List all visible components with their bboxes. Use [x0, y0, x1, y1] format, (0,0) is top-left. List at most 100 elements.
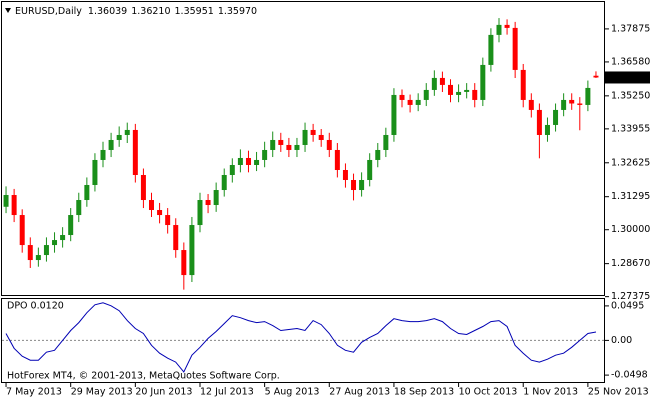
candle-body	[439, 77, 445, 85]
candle-body	[254, 159, 260, 165]
candle-body	[132, 129, 138, 175]
x-tick-label: 12 Jul 2013	[200, 387, 254, 398]
candle-body	[528, 99, 534, 110]
y-tick-label: 1.33955	[611, 123, 650, 134]
candle-body	[165, 215, 171, 226]
indicator-title: DPO 0.0120	[7, 301, 64, 312]
x-tick-label: 7 May 2013	[6, 387, 62, 398]
candle-body	[585, 87, 591, 105]
candle-body	[237, 157, 243, 165]
candle-body	[60, 235, 66, 241]
candle-body	[383, 134, 389, 150]
candle-body	[318, 134, 324, 140]
candle-body	[472, 89, 478, 100]
candle-body	[140, 174, 146, 201]
candle-body	[520, 69, 526, 100]
candle-body	[512, 27, 518, 70]
candle-body	[108, 139, 114, 150]
candle-body	[553, 109, 559, 125]
candle-body	[577, 103, 583, 105]
y-tick-label: 1.31295	[611, 191, 650, 202]
candle-body	[213, 190, 219, 206]
dpo-line	[5, 302, 597, 373]
candle-body	[92, 159, 98, 185]
indicator-panel	[1, 298, 605, 383]
candle-body	[342, 169, 348, 180]
y-tick-label: 1.35250	[611, 90, 650, 101]
last-price-label: 1.35970	[609, 72, 648, 83]
candle-body	[448, 84, 453, 95]
candle-body	[76, 200, 82, 216]
candle-body	[173, 225, 179, 251]
candle-body	[116, 134, 122, 140]
collapse-icon	[5, 8, 11, 13]
candle-body	[326, 139, 332, 150]
candle-body	[423, 89, 429, 100]
x-tick-label: 5 Aug 2013	[265, 387, 320, 398]
candle-body	[359, 179, 365, 191]
y-tick-label: 1.32625	[611, 157, 650, 168]
candle-body	[149, 200, 154, 211]
y-tick-label: 0.0495	[611, 300, 644, 311]
candle-body	[480, 64, 486, 100]
candle-body	[245, 157, 251, 165]
last-price-box	[605, 71, 650, 84]
y-tick-label: 1.36580	[611, 56, 650, 67]
candle-body	[488, 34, 494, 65]
x-tick-label: 25 Nov 2013	[588, 387, 649, 398]
candle-body	[3, 195, 9, 207]
y-tick-label: 1.28670	[611, 258, 650, 269]
candle-body	[504, 24, 510, 28]
candle-body	[334, 149, 340, 170]
candle-body	[431, 77, 437, 90]
x-tick-label: 18 Sep 2013	[394, 387, 454, 398]
candle-body	[100, 149, 106, 160]
candle-body	[84, 184, 90, 201]
candle-body	[544, 124, 550, 135]
high-label: 1.36210	[131, 6, 170, 17]
y-tick-label: 0.00	[611, 335, 632, 346]
footer: HotForex MT4, © 2001-2013, MetaQuotes So…	[7, 371, 280, 382]
candle-body	[262, 149, 268, 160]
candle-body	[561, 99, 567, 110]
y-tick-label: 1.27375	[611, 291, 650, 302]
candle-body	[11, 195, 17, 216]
symbol: EURUSD,Daily	[15, 6, 82, 17]
candle-body	[351, 179, 357, 191]
low-label: 1.35951	[175, 6, 214, 17]
candle-body	[310, 129, 316, 135]
candle-body	[197, 200, 203, 226]
x-tick-label: 10 Oct 2013	[459, 387, 518, 398]
x-tick-label: 1 Nov 2013	[523, 387, 578, 398]
candle-body	[375, 149, 381, 160]
candle-body	[68, 215, 74, 236]
candle-body	[593, 75, 599, 78]
candle-body	[367, 159, 373, 180]
candle-body	[302, 129, 308, 145]
candle-body	[205, 200, 211, 206]
candle-body	[124, 129, 130, 135]
candle-body	[415, 99, 421, 105]
candle-body	[407, 99, 413, 105]
x-tick-label: 29 May 2013	[71, 387, 133, 398]
candle-body	[399, 94, 405, 100]
price-panel	[1, 1, 605, 296]
candle-body	[536, 109, 542, 135]
candle-body	[229, 164, 235, 175]
x-tick-label: 20 Jun 2013	[135, 387, 192, 398]
candle-body	[278, 139, 284, 145]
y-tick-label: 1.30000	[611, 224, 650, 235]
candle-body	[52, 240, 58, 246]
x-tick-label: 27 Aug 2013	[329, 387, 390, 398]
candle-body	[464, 89, 470, 92]
candle-body	[157, 210, 163, 216]
candle-body	[27, 245, 33, 261]
close-label: 1.35970	[218, 6, 257, 17]
y-tick-label: -0.0498	[611, 370, 648, 381]
candle-body	[35, 255, 41, 261]
candle-body	[496, 24, 502, 35]
candle-body	[189, 225, 195, 276]
candle-body	[456, 91, 462, 95]
